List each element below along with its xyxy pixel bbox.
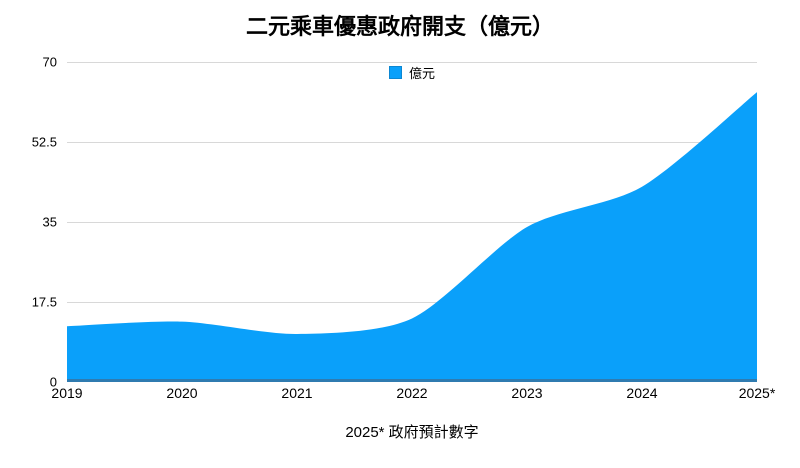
gridline (67, 302, 757, 303)
y-tick-label: 17.5 (31, 294, 57, 310)
legend: 億元 (67, 63, 757, 82)
gridline (67, 142, 757, 143)
x-tick-label: 2025* (738, 385, 776, 401)
legend-swatch-icon (388, 66, 402, 79)
y-tick-label: 35 (42, 214, 57, 230)
y-tick-label: 70 (42, 54, 57, 70)
chart-footnote: 2025* 政府預計數字 (345, 424, 479, 441)
gridline (67, 222, 757, 223)
x-tick-label: 2021 (281, 385, 313, 401)
x-tick-label: 2019 (51, 385, 83, 401)
x-tick-label: 2024 (626, 385, 658, 401)
plot-area (67, 62, 757, 382)
y-tick-label: 0 (49, 374, 57, 390)
x-tick-label: 2022 (396, 385, 428, 401)
y-axis: 0 17.5 35 52.5 70 (0, 56, 57, 389)
y-tick-label: 52.5 (31, 134, 57, 150)
x-axis: 2019 2020 2021 2022 2023 2024 2025* (51, 385, 775, 404)
chart-title: 二元乘車優惠政府開支（億元） (245, 14, 554, 39)
area-series-svg (67, 92, 757, 382)
x-tick-label: 2023 (511, 385, 543, 401)
area-path (67, 92, 757, 382)
x-tick-label: 2020 (166, 385, 198, 401)
legend-label: 億元 (408, 66, 435, 81)
gridline (67, 62, 757, 63)
